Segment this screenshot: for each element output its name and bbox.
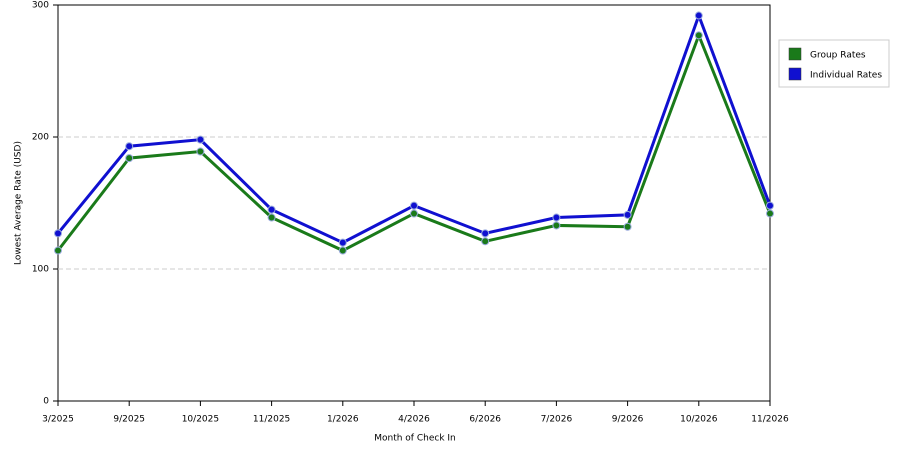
x-tick-label: 11/2025 [253, 415, 290, 425]
data-point [481, 237, 490, 246]
x-tick-label: 1/2026 [327, 415, 359, 425]
data-point [338, 238, 347, 247]
data-point [54, 229, 62, 238]
y-tick-label: 200 [32, 133, 49, 143]
x-tick-label: 9/2025 [113, 415, 145, 425]
x-tick-label: 6/2026 [469, 415, 501, 425]
x-tick-label: 10/2026 [680, 415, 718, 425]
x-tick-label: 10/2025 [182, 415, 219, 425]
data-point [481, 229, 490, 238]
data-point [267, 205, 276, 214]
data-point [766, 209, 774, 218]
x-tick-label: 4/2026 [398, 415, 430, 425]
data-point [410, 209, 418, 218]
y-tick-label: 300 [32, 1, 49, 11]
x-tick-label: 3/2025 [42, 415, 74, 425]
legend-swatch [788, 47, 802, 61]
data-point [552, 213, 561, 222]
y-tick-label: 0 [43, 397, 49, 407]
legend-swatch [788, 67, 802, 81]
data-point [196, 147, 205, 156]
legend-label: Group Rates [810, 51, 866, 61]
data-point [623, 210, 632, 219]
x-tick-label: 7/2026 [541, 415, 573, 425]
x-tick-label: 11/2026 [751, 415, 789, 425]
legend-label: Individual Rates [810, 71, 882, 81]
data-point [267, 213, 276, 222]
data-point [196, 135, 205, 144]
data-point [125, 154, 134, 163]
data-point [766, 201, 774, 210]
data-point [338, 246, 347, 255]
data-point [410, 201, 418, 210]
data-point [694, 31, 703, 40]
x-axis-label: Month of Check In [374, 434, 456, 444]
data-point [623, 222, 632, 231]
y-axis-label: Lowest Average Rate (USD) [14, 141, 24, 265]
data-point [54, 246, 62, 255]
x-tick-label: 9/2026 [612, 415, 644, 425]
data-point [125, 142, 134, 151]
data-point [694, 11, 703, 20]
y-tick-label: 100 [32, 265, 49, 275]
data-point [552, 221, 561, 230]
